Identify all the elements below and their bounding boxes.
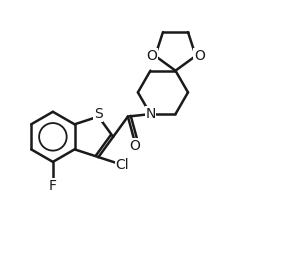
Text: O: O [194,49,205,63]
Text: S: S [94,107,103,121]
Text: N: N [145,107,156,121]
Text: O: O [146,49,157,63]
Text: O: O [129,139,140,153]
Text: Cl: Cl [115,158,129,172]
Text: F: F [49,179,57,193]
